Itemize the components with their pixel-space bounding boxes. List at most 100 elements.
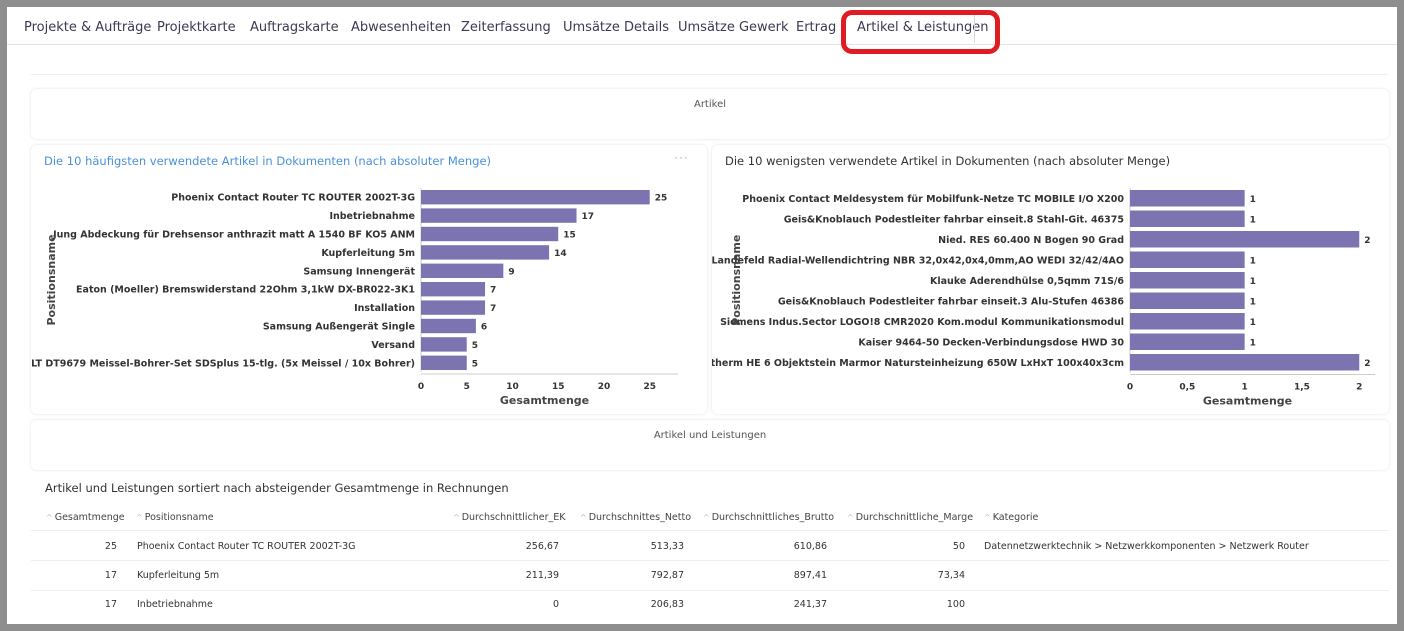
cell-brutto: 897,41	[793, 570, 827, 581]
column-header-netto[interactable]: ^ Durchschnittes_Netto	[580, 512, 692, 523]
tab-umsaetze-gewerk[interactable]: Umsätze Gewerk	[678, 20, 789, 35]
category-label: Klauke Aderendhülse 0,5qmm 71S/6	[930, 276, 1124, 287]
bar[interactable]	[1130, 210, 1245, 228]
x-tick-label: 25	[643, 382, 656, 392]
bar[interactable]	[1130, 231, 1360, 248]
bar[interactable]	[421, 337, 467, 352]
bar[interactable]	[421, 300, 486, 315]
chart-top10: Phoenix Contact Router TC ROUTER 2002T-3…	[31, 188, 678, 407]
bar[interactable]	[1130, 272, 1245, 289]
table-header-divider	[31, 530, 1389, 531]
value-label: 25	[655, 194, 668, 204]
tab-umsaetze-details[interactable]: Umsätze Details	[563, 20, 670, 35]
cell-marge: 100	[946, 599, 965, 610]
column-header-kategorie[interactable]: ^ Kategorie	[984, 512, 1039, 523]
value-label: 7	[490, 286, 496, 296]
category-label: Versand	[371, 340, 415, 351]
x-tick-label: 0,5	[1179, 383, 1195, 393]
bar[interactable]	[421, 282, 486, 297]
table-title: Artikel und Leistungen sortiert nach abs…	[45, 481, 509, 495]
cell-gesamtmenge: 17	[104, 570, 117, 581]
x-tick-label: 1	[1242, 383, 1248, 393]
section-title-artikel-leistungen: Artikel und Leistungen	[653, 430, 767, 441]
value-label: 1	[1250, 195, 1256, 205]
bar[interactable]	[421, 208, 577, 223]
bar[interactable]	[1130, 313, 1245, 330]
value-label: 1	[1250, 318, 1256, 328]
column-header-ek[interactable]: ^ Durchschnittlicher_EK	[453, 512, 566, 523]
x-tick-label: 10	[506, 382, 519, 392]
cell-brutto: 610,86	[793, 541, 827, 552]
cell-ek: 256,67	[525, 541, 559, 552]
category-label: DeWALT DT9679 Meissel-Bohrer-Set SDSplus…	[31, 358, 415, 369]
cell-gesamtmenge: 25	[104, 541, 117, 552]
x-axis-title: Gesamtmenge	[500, 394, 589, 407]
category-label: Samsung Außengerät Single	[263, 322, 415, 333]
tab-zeiterfassung[interactable]: Zeiterfassung	[461, 20, 551, 35]
category-label: Eaton (Moeller) Bremswiderstand 22Ohm 3,…	[76, 285, 415, 296]
chart-title-bottom10: Die 10 wenigsten verwendete Artikel in D…	[725, 154, 1171, 168]
y-axis-title: Positionsname	[730, 235, 743, 326]
column-header-marge[interactable]: ^ Durchschnittliche_Marge	[847, 512, 974, 523]
x-axis-title: Gesamtmenge	[1203, 395, 1292, 408]
cell-positionsname: Phoenix Contact Router TC ROUTER 2002T-3…	[137, 541, 356, 552]
column-header-brutto[interactable]: ^ Durchschnittliches_Brutto	[703, 512, 835, 523]
tab-artikel-leistungen[interactable]: Artikel & Leistungen	[857, 20, 989, 35]
cell-positionsname: Inbetriebnahme	[137, 599, 213, 610]
x-tick-label: 0	[1127, 383, 1133, 393]
category-label: Phoenix Contact Router TC ROUTER 2002T-3…	[171, 193, 415, 204]
category-label: Geis&Knoblauch Podestleiter fahrbar eins…	[778, 296, 1125, 307]
value-label: 15	[563, 231, 576, 241]
x-tick-label: 20	[598, 382, 611, 392]
bar[interactable]	[1130, 292, 1245, 310]
value-label: 1	[1250, 297, 1256, 307]
bar[interactable]	[421, 190, 650, 205]
value-label: 1	[1250, 277, 1256, 287]
category-label: Samsung Innengerät	[303, 266, 415, 277]
value-label: 6	[481, 323, 487, 333]
chart-panel-top10: Die 10 häufigsten verwendete Artikel in …	[31, 145, 707, 414]
bar[interactable]	[421, 263, 504, 278]
cell-netto: 513,33	[650, 541, 684, 552]
bar[interactable]	[421, 355, 467, 370]
x-tick-label: 2	[1356, 383, 1362, 393]
value-label: 9	[508, 267, 514, 277]
tab-auftragskarte[interactable]: Auftragskarte	[250, 20, 339, 35]
value-label: 17	[582, 212, 595, 222]
cell-netto: 206,83	[650, 599, 684, 610]
tab-abwesenheiten[interactable]: Abwesenheiten	[351, 20, 451, 35]
bar[interactable]	[421, 245, 550, 260]
bar[interactable]	[421, 226, 559, 242]
bar[interactable]	[1130, 251, 1245, 269]
x-tick-label: 5	[464, 382, 470, 392]
value-label: 1	[1250, 256, 1256, 266]
category-label: Inbetriebnahme	[329, 211, 415, 222]
category-label: Jung Abdeckung für Drehsensor anthrazit …	[52, 230, 415, 241]
category-label: Phoenix Contact Meldesystem für Mobilfun…	[742, 194, 1124, 205]
category-label: eurotherm HE 6 Objektstein Marmor Naturs…	[712, 358, 1124, 369]
tab-projekte-auftraege[interactable]: Projekte & Aufträge	[24, 20, 152, 35]
column-header-positionsname[interactable]: ^ Positionsname	[136, 512, 214, 523]
ellipsis-icon[interactable]: ···	[674, 150, 689, 164]
x-tick-label: 15	[552, 382, 565, 392]
value-label: 7	[490, 304, 496, 314]
cell-marge: 73,34	[937, 570, 965, 581]
bar[interactable]	[1130, 190, 1245, 207]
column-header-gesamtmenge[interactable]: ^ Gesamtmenge	[46, 512, 125, 523]
bar[interactable]	[1130, 354, 1360, 371]
row-divider	[31, 560, 1389, 561]
bar[interactable]	[1130, 333, 1245, 351]
cell-netto: 792,87	[650, 570, 684, 581]
value-label: 14	[554, 249, 567, 259]
tab-bar: Projekte & Aufträge Projektkarte Auftrag…	[7, 7, 1397, 54]
x-tick-label: 0	[418, 382, 424, 392]
tab-ertrag[interactable]: Ertrag	[796, 20, 837, 35]
value-label: 5	[472, 341, 478, 351]
cell-ek: 0	[552, 599, 559, 610]
category-label: Kaiser 9464-50 Decken-Verbindungsdose HW…	[858, 337, 1124, 348]
category-label: Nied. RES 60.400 N Bogen 90 Grad	[938, 235, 1124, 246]
tab-projektkarte[interactable]: Projektkarte	[157, 20, 236, 35]
bar[interactable]	[421, 318, 476, 334]
cell-gesamtmenge: 17	[104, 599, 117, 610]
category-label: Geis&Knoblauch Podestleiter fahrbar eins…	[784, 214, 1124, 225]
